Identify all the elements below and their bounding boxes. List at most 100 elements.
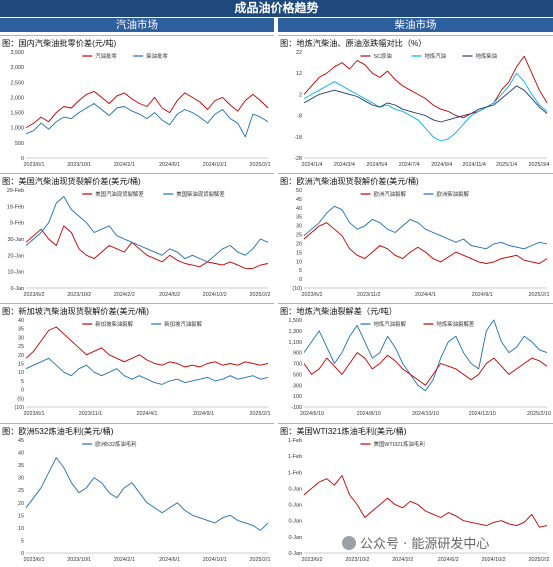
x-tick-label: 2024/4/1: [137, 411, 158, 417]
y-tick-label: 0-Jan: [289, 519, 303, 525]
legend: 欧洲汽油裂解 欧洲柴油裂解: [360, 190, 470, 198]
legend: 汽油批零 柴油批零: [82, 52, 168, 60]
series-line-1: [303, 222, 548, 264]
section-header-diesel: 柴油市场: [278, 18, 553, 32]
x-tick-label: 2024/9/4: [431, 162, 452, 168]
chart-panel-p4: 图：欧洲汽柴油现货裂解价差(美元/桶) 50 45 40 35 30 25 20 15 10 5 0(…: [278, 173, 553, 302]
x-tick-label: 2023/6/2: [24, 292, 45, 298]
y-tick-label: (10): [14, 405, 24, 411]
y-tick-label: 15: [296, 250, 302, 256]
legend-label: 新加坡汽油裂解: [164, 320, 202, 328]
x-tick-label: 2024/9/1: [472, 292, 493, 298]
chart-title: 图：欧洲汽柴油现货裂解价差(美元/桶): [280, 177, 419, 186]
series-line-3: [303, 85, 548, 123]
legend-label: 柴油批零: [146, 52, 168, 60]
y-tick-label: 10: [18, 370, 24, 376]
chart-title: 图：欧洲532炼油毛利(美元/桶): [2, 427, 114, 436]
chart-title: 图：地炼汽柴油、原油涨跌幅对比（%）: [280, 39, 427, 48]
y-tick-label: 40: [18, 451, 24, 457]
x-tick-label: 2023/10/2: [345, 557, 369, 563]
legend: 地炼汽油裂解 地炼柴油裂解差: [360, 320, 475, 328]
legend-label: 汽油批零: [95, 52, 117, 60]
y-tick-label: 35: [296, 215, 302, 221]
legend-label: 地炼汽油: [425, 52, 447, 60]
y-tick-label: -100: [291, 405, 302, 411]
y-tick-label: 0-Jan: [289, 551, 303, 557]
y-tick-label: 2,000: [11, 95, 25, 101]
legend-label: 欧洲柴油裂解: [437, 190, 470, 198]
series-line-1: [25, 326, 269, 368]
chart-svg: 1-Feb 1-Feb 1-Feb 0-Jan 0-Jan 0-Jan 0-Jan 0-Jan…: [288, 438, 550, 563]
y-tick-label: 100: [293, 394, 302, 400]
x-tick-label: 2025/2/10: [527, 411, 551, 417]
y-tick-label: (10): [292, 286, 302, 292]
wechat-icon: [342, 536, 356, 550]
chart-title: 图：新加坡汽柴油现货裂解价差(美元/桶): [2, 307, 149, 316]
y-tick-label: 45: [18, 438, 24, 444]
chart-title: 图：美国汽柴油现货裂解价差(美元/桶): [2, 177, 141, 186]
x-tick-label: 2024/10/10: [412, 411, 439, 417]
legend-label: 美国汽油现货裂解差: [95, 190, 144, 198]
y-tick-label: 700: [293, 362, 302, 368]
y-tick-label: 45: [296, 197, 302, 203]
x-tick-label: 2023/11/2: [357, 292, 381, 298]
y-tick-label: 5: [21, 379, 24, 385]
y-tick-label: -28: [294, 156, 302, 162]
y-tick-label: 20-Jan: [8, 253, 24, 259]
y-tick-label: 25: [18, 344, 24, 350]
y-tick-label: 15: [18, 362, 24, 368]
x-tick-label: 2024/10/2: [482, 557, 506, 563]
y-tick-label: 0: [21, 156, 24, 162]
legend: 欧洲532炼油毛利: [82, 440, 137, 448]
y-tick-label: 1,500: [11, 111, 25, 117]
x-tick-label: 2025/2/1: [529, 292, 550, 298]
x-tick-label: 2025/2/1: [250, 411, 271, 417]
watermark-text: 公众号 · 能源研发中心: [360, 537, 490, 552]
x-tick-label: 2025/3/4: [529, 162, 550, 168]
legend-label: 欧洲汽油裂解: [374, 190, 407, 198]
legend-label: 美国WTI321炼油毛利: [374, 440, 425, 448]
y-tick-label: 1-Feb: [288, 470, 302, 476]
y-tick-label: 1,100: [289, 340, 303, 346]
x-tick-label: 2024/3/4: [334, 162, 355, 168]
main-title: 成品油价格趋势: [0, 0, 553, 17]
chart-panel-p7: 图：欧洲532炼油毛利(美元/桶) 45 40 35 30 25 20 15 10 5 0 2023/…: [0, 423, 274, 567]
y-tick-label: 1,300: [289, 329, 303, 335]
section-header-gasoline: 汽油市场: [0, 18, 274, 32]
y-tick-label: 1-Feb: [288, 454, 302, 460]
x-tick-label: 2024/1/4: [302, 162, 323, 168]
y-tick-label: 0-Jan: [11, 286, 25, 292]
y-tick-label: 2,500: [11, 80, 25, 86]
y-tick-label: 30: [18, 476, 24, 482]
x-tick-label: 2024/2/1: [114, 557, 135, 563]
legend-label: 地炼汽油裂解: [374, 320, 407, 328]
x-tick-label: 2024/5/4: [366, 162, 387, 168]
y-tick-label: 5: [299, 268, 302, 274]
y-tick-label: 35: [18, 463, 24, 469]
x-tick-label: 2023/6/1: [24, 162, 45, 168]
series-line-2: [303, 352, 548, 386]
legend: 美国汽油现货裂解差 美国柴油现货裂解差: [82, 190, 225, 198]
y-tick-label: 0: [21, 388, 24, 394]
legend: SC原油 地炼汽油 地炼柴油: [360, 52, 497, 60]
y-tick-label: 10: [18, 526, 24, 532]
x-tick-label: 2023/6/1: [24, 557, 45, 563]
series-line-1: [25, 90, 269, 129]
y-tick-label: 20: [296, 241, 302, 247]
chart-svg: 29-Feb 19-Feb 9-Feb 30-Jan 20-Jan 10-Jan 0-Jan…: [7, 188, 271, 298]
x-tick-label: 2024/4/1: [415, 292, 436, 298]
x-tick-label: 2023/6/1: [24, 411, 45, 417]
y-tick-label: 3,000: [11, 65, 25, 71]
x-tick-label: 2023/11/1: [79, 411, 103, 417]
y-tick-label: 0-Jan: [289, 503, 303, 509]
chart-svg: 40 35 30 25 20 15 10 5 0 (5) (10)2023/6/1 2023/11/1…: [14, 318, 271, 417]
y-tick-label: -8: [297, 114, 302, 120]
x-tick-label: 2025/2/2: [529, 557, 550, 563]
y-tick-label: 20: [18, 353, 24, 359]
chart-panel-p5: 图：新加坡汽柴油现货裂解价差(美元/桶) 40 35 30 25 20 15 10 5 0 (5) (…: [0, 303, 274, 421]
y-tick-label: 10-Jan: [8, 270, 24, 276]
watermark: 公众号 · 能源研发中心: [342, 533, 489, 552]
y-tick-label: 29-Feb: [7, 188, 24, 194]
